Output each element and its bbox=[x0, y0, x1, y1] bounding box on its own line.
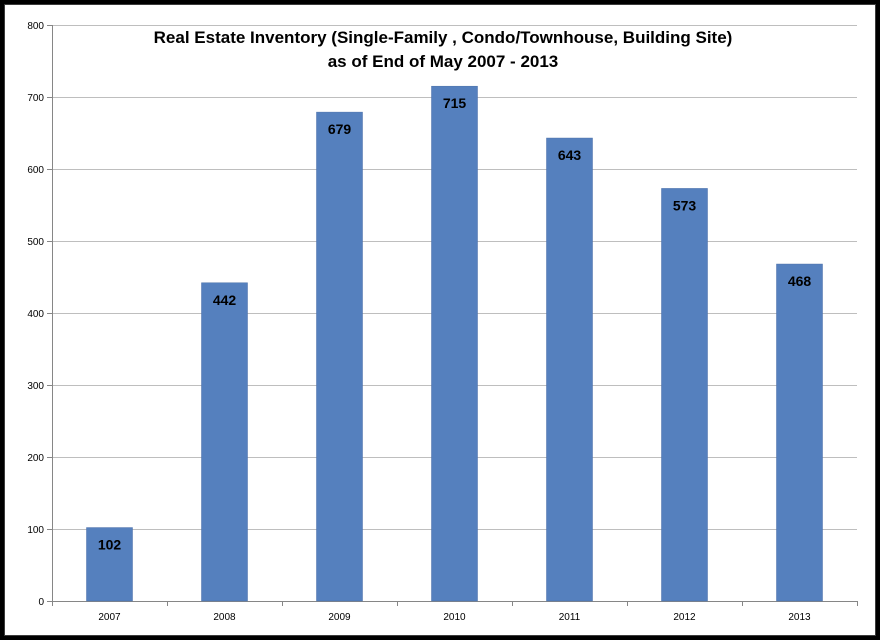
x-tick-label: 2008 bbox=[213, 612, 236, 623]
x-tick-label: 2009 bbox=[328, 612, 351, 623]
bar-2010 bbox=[431, 85, 478, 602]
data-label-2010: 715 bbox=[443, 95, 467, 111]
bar-2009 bbox=[316, 111, 363, 602]
axes bbox=[47, 25, 858, 606]
y-tick-label: 300 bbox=[27, 381, 44, 392]
data-label-2008: 442 bbox=[213, 292, 237, 308]
data-labels: 102 442 679 715 643 573 468 bbox=[98, 95, 812, 552]
bar-2012 bbox=[661, 188, 708, 602]
y-tick-labels: 0 100 200 300 400 500 600 700 800 bbox=[27, 21, 44, 608]
data-label-2011: 643 bbox=[558, 147, 582, 163]
y-tick-label: 0 bbox=[38, 597, 44, 608]
x-tick-label: 2010 bbox=[443, 612, 466, 623]
bar-2007 bbox=[86, 527, 133, 602]
bar-2013 bbox=[776, 263, 823, 602]
y-tick-label: 400 bbox=[27, 309, 44, 320]
data-label-2012: 573 bbox=[673, 197, 697, 213]
x-tick-label: 2012 bbox=[673, 612, 696, 623]
x-tick-labels: 2007 2008 2009 2010 2011 2012 2013 bbox=[98, 612, 811, 623]
y-tick-label: 600 bbox=[27, 165, 44, 176]
y-tick-label: 200 bbox=[27, 453, 44, 464]
x-tick-label: 2007 bbox=[98, 612, 121, 623]
chart-title: Real Estate Inventory (Single-Family , C… bbox=[154, 28, 733, 47]
data-label-2013: 468 bbox=[788, 273, 812, 289]
data-label-2009: 679 bbox=[328, 121, 352, 137]
data-label-2007: 102 bbox=[98, 537, 122, 553]
y-tick-label: 100 bbox=[27, 525, 44, 536]
x-tick-label: 2011 bbox=[559, 612, 581, 623]
bars bbox=[86, 85, 823, 602]
y-tick-label: 500 bbox=[27, 237, 44, 248]
y-tick-label: 700 bbox=[27, 93, 44, 104]
bar-2011 bbox=[546, 137, 593, 602]
y-tick-label: 800 bbox=[27, 21, 44, 32]
chart-subtitle: as of End of May 2007 - 2013 bbox=[328, 52, 559, 71]
x-tick-label: 2013 bbox=[788, 612, 811, 623]
bar-2008 bbox=[201, 282, 248, 602]
